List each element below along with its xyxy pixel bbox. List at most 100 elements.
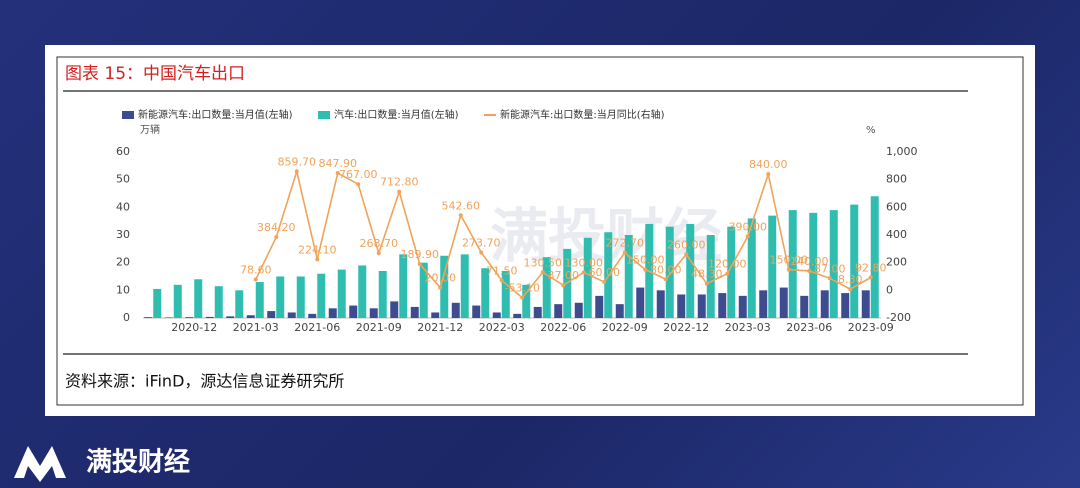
data-label: 80.00 [650,263,682,276]
line-point [663,277,668,282]
bar [173,284,182,318]
line-point [356,182,361,187]
bar [287,312,296,318]
bar [153,288,162,318]
data-label: 48.30 [691,268,723,281]
data-label: 273.70 [462,236,501,249]
data-label: 130.50 [524,256,563,269]
data-label: 390.00 [729,220,768,233]
bar [677,294,686,318]
bar [788,210,797,318]
data-label: 140.00 [790,255,829,268]
bar [841,293,850,318]
line-point [643,267,648,272]
x-tick-label: 2021-06 [294,321,340,334]
data-label: 847.90 [319,157,358,170]
x-tick-label: 2022-03 [479,321,525,334]
source: 资料来源：iFinD，源达信息证券研究所 [65,372,344,391]
bar [144,317,153,318]
line-point [499,278,504,283]
line-point [561,283,566,288]
bar [809,212,818,318]
bar [267,311,276,318]
bar [296,276,305,318]
bar [317,273,326,318]
bar [214,286,223,318]
data-label: 767.00 [339,168,378,181]
bar [164,317,173,318]
brand-logo [14,446,66,482]
y-tick-label: 20 [116,256,130,269]
bar [440,255,449,318]
y2-tick-label: 200 [886,256,907,269]
bar [194,279,203,318]
frame [56,56,1024,406]
x-tick-label: 2023-03 [725,321,771,334]
line-point [704,281,709,286]
data-label: -53.10 [505,282,540,295]
line-point [868,275,873,280]
line-point [315,257,320,262]
bar [185,317,194,318]
bar [768,215,777,318]
y-tick-label: 30 [116,228,130,241]
line-point [581,270,586,275]
bar [665,226,674,318]
bar [399,254,408,318]
bar [738,295,747,318]
line-point [479,250,484,255]
bar [686,223,695,318]
bar [759,290,768,318]
data-label: 130.00 [565,256,604,269]
data-label: 92.80 [855,261,887,274]
bar [451,302,460,318]
line-point [397,189,402,194]
x-tick-label: 2022-12 [663,321,709,334]
bar [205,316,214,318]
data-label: 60.00 [589,266,621,279]
bar [697,294,706,318]
line-point [438,285,443,290]
bar [337,269,346,318]
bar [328,308,337,318]
line-point [807,268,812,273]
x-tick-label: 2021-09 [356,321,402,334]
data-label: 840.00 [749,158,788,171]
data-label: 260.00 [667,238,706,251]
bar [615,304,624,318]
legend-label: 汽车:出口数量:当月值(左轴) [334,108,459,121]
y-tick-label: 10 [116,283,130,296]
data-label: 150.00 [626,254,665,267]
line-point [848,287,853,292]
bar [800,295,809,318]
line-point [458,213,463,218]
legend-label: 新能源汽车:出口数量:当月同比(右轴) [500,108,665,121]
bar [460,254,469,318]
y-tick-label: 60 [116,145,130,158]
bar [369,308,378,318]
data-label: 859.70 [278,155,317,168]
chart-title: 图表 15：中国汽车出口 [65,64,245,84]
data-label: 272.70 [606,237,645,250]
bar [636,287,645,318]
brand-name: 满投财经 [86,447,190,478]
line-point [786,267,791,272]
y2-tick-label: -200 [886,311,911,324]
y-tick-label: 40 [116,200,130,213]
bar [870,196,879,318]
bar [410,306,419,318]
bar [513,313,522,318]
bar [706,235,715,318]
bar [246,315,255,318]
x-tick-label: 2021-03 [233,321,279,334]
bar [861,290,870,318]
bar [718,293,727,318]
bar [226,316,235,318]
line-point [827,276,832,281]
line-point [540,270,545,275]
data-label: 87.00 [814,262,846,275]
bar [574,302,583,318]
data-label: 8.30 [838,273,863,286]
y2-axis-label: % [866,125,876,136]
